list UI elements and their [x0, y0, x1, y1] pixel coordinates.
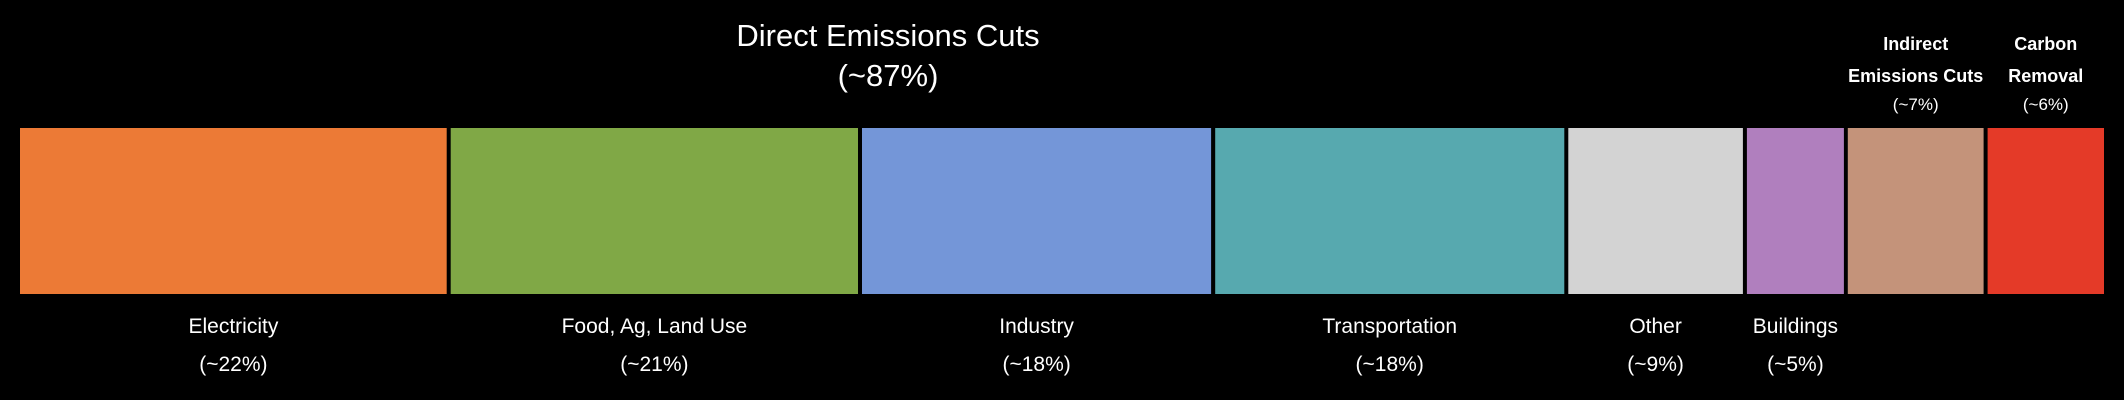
- value-label-food-ag-land-use: (~21%): [620, 353, 688, 376]
- chart-title: Direct Emissions Cuts: [736, 18, 1039, 53]
- bar-food-ag-land-use: [450, 128, 858, 294]
- category-label-indirect-emissions-cuts-line-1: Indirect: [1883, 34, 1948, 54]
- category-label-buildings: Buildings: [1753, 315, 1838, 338]
- value-label-buildings: (~5%): [1767, 353, 1824, 376]
- value-label-transportation: (~18%): [1356, 353, 1424, 376]
- value-label-carbon-removal: (~6%): [2023, 95, 2069, 114]
- bar-industry: [862, 128, 1212, 294]
- category-label-carbon-removal-line-2: Removal: [2008, 66, 2083, 86]
- bar-segments: [20, 128, 2104, 294]
- bar-labels: Electricity (~22%) Food, Ag, Land Use (~21%…: [188, 34, 2083, 376]
- bar-carbon-removal: [1987, 128, 2104, 294]
- category-label-electricity: Electricity: [188, 315, 278, 338]
- chart-subtitle: (~87%): [838, 58, 939, 93]
- bar-buildings: [1746, 128, 1844, 294]
- category-label-transportation: Transportation: [1322, 315, 1457, 338]
- bar-transportation: [1215, 128, 1565, 294]
- bar-other: [1568, 128, 1743, 294]
- bar-indirect-emissions-cuts: [1847, 128, 1984, 294]
- value-label-indirect-emissions-cuts: (~7%): [1893, 95, 1939, 114]
- category-label-food-ag-land-use: Food, Ag, Land Use: [562, 315, 748, 338]
- value-label-electricity: (~22%): [199, 353, 267, 376]
- value-label-other: (~9%): [1627, 353, 1684, 376]
- category-label-other: Other: [1629, 315, 1682, 338]
- category-label-indirect-emissions-cuts-line-2: Emissions Cuts: [1848, 66, 1983, 86]
- bar-electricity: [20, 128, 447, 294]
- category-label-carbon-removal-line-1: Carbon: [2014, 34, 2077, 54]
- category-label-industry: Industry: [999, 315, 1074, 338]
- value-label-industry: (~18%): [1002, 353, 1070, 376]
